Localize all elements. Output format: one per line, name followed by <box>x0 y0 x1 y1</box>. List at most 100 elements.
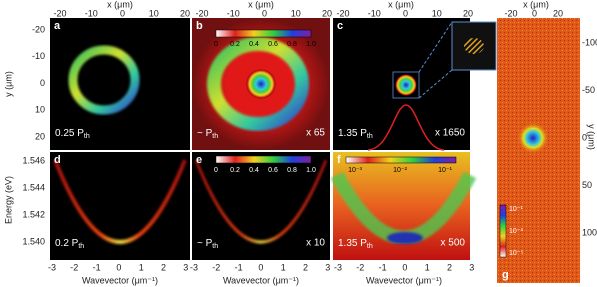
power-sub: th <box>212 243 218 250</box>
tick-label: 1 <box>281 262 286 272</box>
tick-label: -10 <box>227 8 240 18</box>
spot <box>517 122 549 154</box>
spot <box>246 69 276 99</box>
tick-label: -2 <box>356 262 364 272</box>
power-label: ~ Pth <box>197 238 218 250</box>
power-label: 1.35 Pth <box>338 238 373 250</box>
tick-label: 0 <box>262 8 267 18</box>
tick-label: 1.544 <box>22 182 45 192</box>
tick-label: -2 <box>212 262 220 272</box>
x-axis-label: Wavevector (μm⁻¹) <box>366 275 442 285</box>
tick-label: 3 <box>325 262 330 272</box>
tick-label: 0.6 <box>268 41 278 48</box>
tick-label: 20 <box>322 8 332 18</box>
tick-label: -1 <box>235 262 243 272</box>
tick-label: -10 <box>32 51 45 61</box>
zoom-line <box>418 69 453 99</box>
power-sub: th <box>84 133 90 140</box>
tick-label: -10 <box>85 8 98 18</box>
tick-label: -20 <box>336 8 349 18</box>
tick-label: 3 <box>469 262 474 272</box>
tick-label: 20 <box>35 131 45 141</box>
tick-label: 0.4 <box>249 167 259 174</box>
panel-letter: a <box>54 20 61 32</box>
panel-letter: b <box>196 20 203 32</box>
tick-label: 1.540 <box>22 236 45 246</box>
tick-label: 1.542 <box>22 209 45 219</box>
x-axis-label: x (μm) <box>107 0 133 9</box>
power-sub: th <box>78 243 84 250</box>
y-axis-label: y (μm) <box>587 124 597 150</box>
power: ~ P <box>197 128 213 139</box>
tick-label: 50 <box>582 180 592 190</box>
tick-label: 0 <box>116 262 121 272</box>
power-label: 0.25 Pth <box>55 128 90 140</box>
tick-label: 10 <box>149 8 159 18</box>
tick-label: -100 <box>582 37 597 47</box>
tick-label: -50 <box>582 85 595 95</box>
tick-label: -2 <box>70 262 78 272</box>
tick-label: 2 <box>161 262 166 272</box>
panel-letter: e <box>196 154 202 166</box>
tick-label: 0.8 <box>287 41 297 48</box>
power: 1.35 P <box>338 128 367 139</box>
power-sub: th <box>367 133 373 140</box>
zoom-box <box>392 71 420 99</box>
tick-label: 0.8 <box>287 167 297 174</box>
tick-label: 20 <box>463 8 473 18</box>
tick-label: -3 <box>190 262 198 272</box>
ring <box>68 45 140 115</box>
tick-label: -3 <box>334 262 342 272</box>
tick-label: 20 <box>553 8 563 18</box>
colorbar <box>345 156 457 164</box>
tick-label: 0 <box>582 132 587 142</box>
colorbar <box>499 204 507 258</box>
energy-label: Energy (eV) <box>3 176 13 224</box>
tick-label: 10⁻³ <box>348 167 362 174</box>
x-axis-label: Wavevector (μm⁻¹) <box>223 275 299 285</box>
dispersion <box>194 159 328 244</box>
dispersion <box>53 159 187 244</box>
tick-label: 0 <box>120 8 125 18</box>
power: 1.35 P <box>338 238 367 249</box>
x-axis-label: x (μm) <box>388 0 414 9</box>
tick-label: 0.4 <box>249 41 259 48</box>
colorbar <box>215 29 312 38</box>
tick-label: 0.6 <box>268 167 278 174</box>
colorbar <box>215 155 312 164</box>
spot <box>395 74 417 96</box>
gain-label: x 1650 <box>435 128 465 139</box>
power: 0.25 P <box>55 128 84 139</box>
tick-label: 0 <box>214 41 218 48</box>
power-label: 0.2 Pth <box>55 238 84 250</box>
tick-label: 100 <box>582 227 597 237</box>
tick-label: 1.546 <box>22 155 45 165</box>
tick-label: 2 <box>303 262 308 272</box>
tick-label: 10⁻¹ <box>438 167 452 174</box>
gain-label: x 500 <box>441 238 466 249</box>
tick-label: -10 <box>368 8 381 18</box>
tick-label: 10⁻⁵ <box>509 250 523 257</box>
panel-letter: f <box>337 154 341 166</box>
x-axis-label: x (μm) <box>248 0 274 9</box>
tick-label: 0 <box>403 8 408 18</box>
tick-label: 0 <box>40 78 45 88</box>
tick-label: 0.2 <box>230 167 240 174</box>
gain-label: x 10 <box>306 238 325 249</box>
power-label: ~ Pth <box>197 128 218 140</box>
tick-label: -20 <box>504 8 517 18</box>
tick-label: 2 <box>447 262 452 272</box>
x-axis-label: x (μm) <box>523 0 549 9</box>
tick-label: -20 <box>195 8 208 18</box>
condensate <box>387 232 423 244</box>
tick-label: 20 <box>180 8 190 18</box>
tick-label: 1.0 <box>306 167 316 174</box>
tick-label: 1 <box>139 262 144 272</box>
power: ~ P <box>197 238 213 249</box>
profile <box>367 104 445 151</box>
x-axis-label: Wavevector (μm⁻¹) <box>82 275 158 285</box>
panel-letter: g <box>502 269 509 281</box>
fringes <box>464 38 484 54</box>
tick-label: 0 <box>258 262 263 272</box>
